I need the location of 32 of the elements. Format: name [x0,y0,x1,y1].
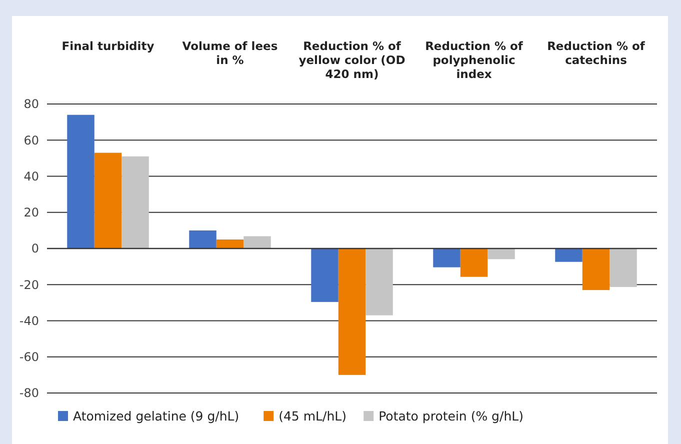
bar [610,248,637,287]
bar [216,239,244,248]
bar [94,152,122,248]
y-tick-label: 0 [31,242,39,256]
legend-label: Potato protein (% g/hL) [378,408,524,424]
bar [311,248,338,302]
x-tick-label: Final turbidity [62,39,155,53]
bar [582,248,610,290]
x-tick-label: Reduction % of polyphenolic index [425,39,524,81]
x-tick-label: Reduction % of catechins [547,39,646,67]
y-tick-label: -40 [19,314,39,328]
y-tick-label: -60 [19,350,39,364]
x-tick-label: Reduction % of yellow color (OD 420 nm) [298,39,406,81]
bar [122,156,149,248]
bar [460,248,488,277]
y-tick-label: 40 [24,169,39,184]
bar [488,248,515,260]
bar [555,248,582,262]
bar [244,236,271,248]
y-tick-label: -20 [19,278,39,292]
bar [189,230,216,248]
y-tick-label: -80 [19,386,39,400]
bar [67,114,94,248]
y-tick-label: 80 [24,97,39,112]
bar [433,248,460,268]
bar [338,248,366,375]
x-tick-label: Volume of lees in % [182,39,278,67]
legend-label: Atomized gelatine (9 g/hL) [73,408,240,424]
y-tick-label: 20 [24,206,39,220]
y-tick-label: 60 [24,133,39,148]
legend-label: (45 mL/hL) [278,408,346,424]
bar [366,248,393,316]
